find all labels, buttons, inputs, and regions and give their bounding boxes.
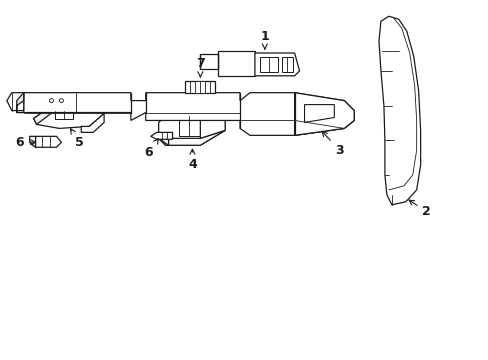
Polygon shape bbox=[178, 117, 200, 136]
Polygon shape bbox=[185, 81, 215, 93]
Text: 6: 6 bbox=[16, 136, 36, 149]
Polygon shape bbox=[259, 57, 277, 72]
Polygon shape bbox=[294, 93, 353, 135]
Polygon shape bbox=[17, 93, 24, 113]
Text: 7: 7 bbox=[196, 57, 204, 77]
Polygon shape bbox=[158, 113, 224, 145]
Polygon shape bbox=[17, 93, 24, 113]
Polygon shape bbox=[55, 111, 73, 120]
Polygon shape bbox=[17, 93, 353, 135]
Polygon shape bbox=[81, 113, 104, 132]
Polygon shape bbox=[218, 51, 254, 76]
Polygon shape bbox=[34, 105, 104, 129]
Polygon shape bbox=[195, 81, 205, 93]
Text: 4: 4 bbox=[188, 149, 196, 171]
Polygon shape bbox=[7, 93, 24, 111]
Text: 5: 5 bbox=[70, 129, 83, 149]
Polygon shape bbox=[30, 136, 36, 147]
Text: 2: 2 bbox=[408, 200, 430, 218]
Text: 3: 3 bbox=[322, 131, 343, 157]
Text: 6: 6 bbox=[144, 139, 158, 159]
Polygon shape bbox=[158, 138, 168, 145]
Polygon shape bbox=[304, 105, 334, 122]
Polygon shape bbox=[150, 132, 172, 139]
Polygon shape bbox=[254, 53, 299, 76]
Polygon shape bbox=[200, 117, 224, 138]
Polygon shape bbox=[378, 16, 420, 205]
Text: 1: 1 bbox=[260, 30, 269, 49]
Polygon shape bbox=[30, 136, 61, 147]
Polygon shape bbox=[34, 105, 53, 125]
Polygon shape bbox=[281, 57, 292, 72]
Polygon shape bbox=[200, 54, 218, 69]
Polygon shape bbox=[294, 93, 353, 135]
Polygon shape bbox=[158, 130, 224, 145]
